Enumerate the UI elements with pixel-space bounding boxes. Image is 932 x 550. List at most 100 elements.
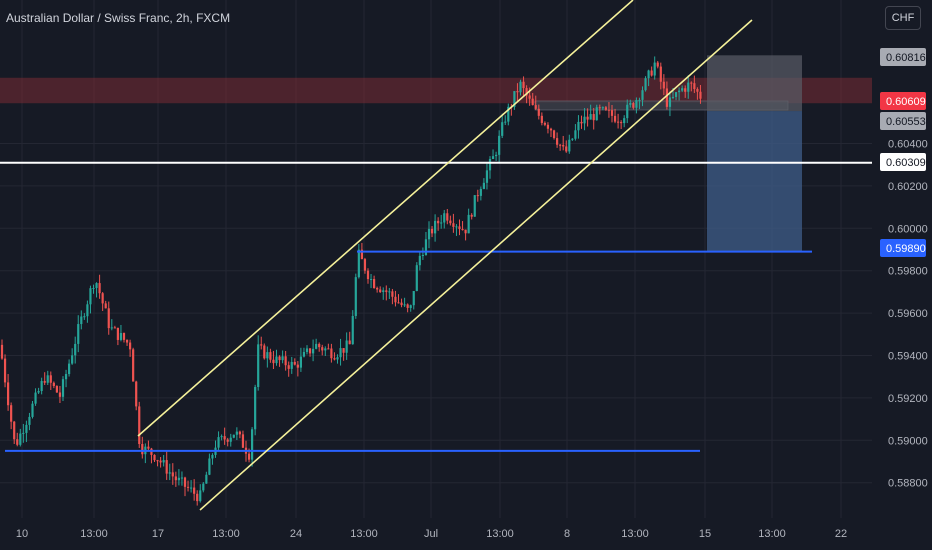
- candle-down: [366, 270, 370, 280]
- candle-down: [540, 115, 543, 123]
- candle-up: [324, 348, 327, 351]
- candle-down: [165, 460, 168, 474]
- candle-down: [613, 115, 617, 122]
- candle-up: [455, 226, 458, 228]
- candle-up: [217, 437, 220, 448]
- candle-up: [266, 352, 269, 359]
- candle-down: [580, 121, 583, 124]
- candle-up: [110, 327, 113, 329]
- y-tick-label: 0.58800: [888, 478, 928, 490]
- candle-down: [534, 105, 537, 109]
- candle-up: [232, 434, 235, 438]
- candle-up: [61, 379, 65, 397]
- candle-down: [659, 66, 662, 82]
- candle-up: [95, 283, 98, 288]
- candle-up: [519, 81, 522, 93]
- candle-down: [58, 392, 62, 397]
- candle-down: [174, 476, 177, 481]
- candle-down: [321, 347, 324, 351]
- candle-up: [168, 472, 171, 474]
- candle-up: [412, 291, 415, 306]
- candle-down: [238, 431, 241, 435]
- price-axis: [872, 0, 932, 550]
- candle-up: [403, 304, 406, 306]
- candle-up: [369, 279, 373, 281]
- candle-up: [388, 291, 391, 293]
- candle-down: [696, 89, 699, 92]
- y-tick-label: 0.60000: [888, 223, 928, 235]
- candle-up: [482, 182, 485, 189]
- candle-down: [385, 290, 388, 292]
- candle-down: [104, 303, 107, 309]
- candle-down: [10, 405, 13, 422]
- candle-up: [71, 355, 74, 364]
- candle-up: [162, 460, 165, 463]
- candle-down: [284, 356, 287, 366]
- candle-down: [278, 356, 281, 361]
- candle-up: [205, 474, 208, 484]
- candle-down: [223, 436, 226, 440]
- x-tick-label: 10: [16, 528, 28, 540]
- candle-down: [552, 130, 556, 139]
- candle-up: [485, 170, 489, 183]
- price-label: 0.59890: [886, 243, 926, 255]
- candle-up: [339, 348, 342, 358]
- channel-lower-line: [199, 19, 753, 511]
- candle-down: [525, 88, 528, 96]
- candle-up: [290, 361, 293, 369]
- candle-down: [98, 283, 101, 294]
- x-tick-label: Jul: [424, 528, 438, 540]
- candle-down: [342, 348, 345, 353]
- candle-down: [537, 108, 540, 116]
- candle-down: [3, 358, 7, 383]
- x-tick-label: 8: [564, 528, 570, 540]
- candle-down: [308, 348, 312, 354]
- x-tick-label: 24: [290, 528, 302, 540]
- candle-up: [479, 188, 482, 196]
- candle-down: [531, 98, 534, 106]
- price-label-box: [880, 112, 926, 130]
- price-label-box: [880, 48, 926, 66]
- y-tick-label: 0.59800: [888, 266, 928, 278]
- candle-down: [193, 487, 196, 494]
- candle-up: [671, 96, 675, 98]
- candle-up: [89, 288, 92, 305]
- candle-up: [19, 433, 22, 445]
- candle-down: [632, 103, 635, 108]
- candle-down: [113, 327, 116, 329]
- candle-up: [440, 222, 443, 224]
- candle-up: [687, 82, 690, 92]
- candle-up: [25, 424, 28, 433]
- candle-down: [665, 88, 668, 107]
- candle-down: [293, 361, 296, 365]
- candle-down: [610, 110, 614, 116]
- price-label: 0.60309: [886, 157, 926, 169]
- candle-up: [635, 100, 638, 108]
- candle-up: [220, 436, 223, 438]
- candle-down: [360, 249, 363, 260]
- candle-down: [296, 364, 299, 368]
- candle-up: [498, 135, 501, 155]
- candle-up: [626, 104, 629, 119]
- candle-down: [348, 340, 351, 345]
- price-label-box: [880, 92, 926, 110]
- candle-up: [501, 122, 504, 136]
- candle-down: [528, 95, 531, 99]
- candle-up: [336, 357, 339, 360]
- candle-down: [363, 259, 367, 271]
- candle-up: [354, 277, 357, 316]
- candle-down: [13, 421, 16, 440]
- candle-down: [690, 82, 693, 84]
- candle-up: [674, 92, 678, 97]
- x-tick-label: 13:00: [212, 528, 240, 540]
- candle-down: [241, 434, 245, 448]
- candle-up: [623, 118, 626, 124]
- currency-button[interactable]: CHF: [885, 6, 921, 30]
- candle-down: [0, 344, 4, 359]
- candle-up: [190, 487, 193, 489]
- candle-down: [263, 345, 266, 359]
- candle-up: [488, 158, 492, 171]
- candle-down: [437, 220, 440, 224]
- candle-down: [565, 146, 568, 152]
